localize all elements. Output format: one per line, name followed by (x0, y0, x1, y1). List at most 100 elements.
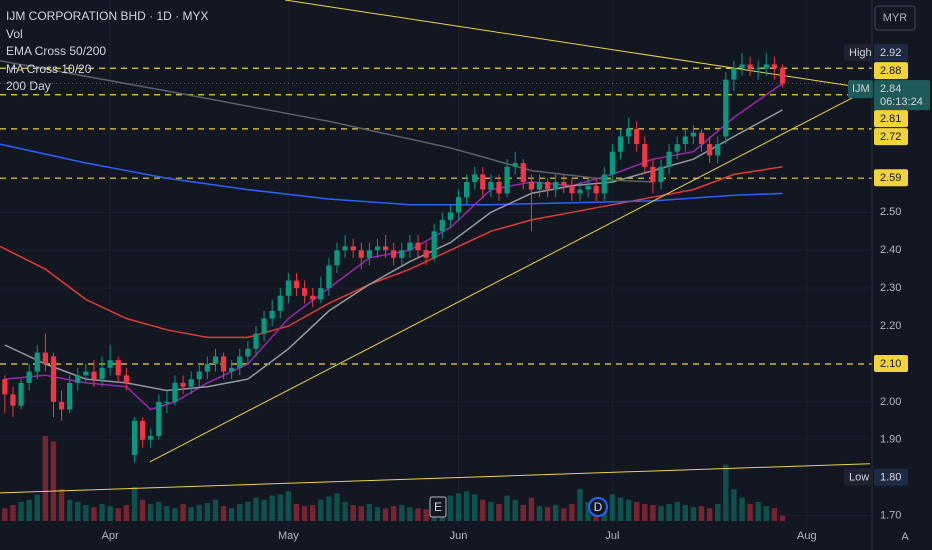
volume-bar (99, 504, 105, 521)
low-name: Low (849, 472, 869, 484)
volume-bar (285, 491, 292, 521)
candle-body (415, 242, 421, 251)
volume-bar (690, 507, 697, 521)
volume-bar (682, 505, 689, 521)
high-value-box (874, 44, 908, 62)
earnings-event[interactable] (429, 496, 447, 518)
candle-body (358, 250, 364, 258)
y-tick-label: 2.40 (880, 244, 901, 256)
volume-bar (115, 508, 121, 521)
candle-body (666, 151, 672, 167)
volume-bar (706, 508, 713, 521)
volume-bar (755, 501, 761, 521)
volume-bar (577, 489, 583, 521)
candle-body (366, 250, 372, 258)
volume-bar (634, 501, 640, 521)
legend-indicator: 200 Day (6, 79, 51, 93)
auto-scale-button[interactable]: A (901, 531, 909, 543)
candle-body (18, 382, 24, 406)
volume-bar (455, 493, 462, 521)
candle-body (731, 68, 737, 80)
candle-body (763, 64, 769, 69)
candle-body (75, 375, 81, 383)
level-label-box (874, 128, 908, 146)
volume-bar (512, 499, 518, 521)
dividend-event-label[interactable]: D (594, 500, 603, 514)
candle-body (577, 189, 583, 194)
currency[interactable]: MYR (883, 12, 908, 24)
volume-bar (58, 489, 65, 521)
dividend-event[interactable] (588, 497, 608, 517)
candle-body (755, 68, 761, 70)
volume-bar (650, 505, 656, 521)
candle-body (204, 363, 210, 372)
volume-bar (326, 496, 332, 521)
volume-bar (407, 507, 413, 521)
volume-bar (131, 487, 138, 521)
candle-body (423, 250, 429, 258)
volume-bar (488, 501, 494, 521)
level-label-box (874, 169, 908, 187)
level-label: 2.10 (880, 358, 901, 370)
level-label: 2.81 (880, 113, 901, 125)
volume-bar (18, 501, 24, 521)
candle-body (480, 174, 486, 190)
x-tick-label: Aug (797, 530, 817, 542)
candle-body (237, 356, 243, 368)
symbol-box (848, 80, 873, 99)
candle-body (180, 382, 186, 387)
candle-body (642, 144, 648, 167)
candle-body (609, 151, 616, 175)
candle-body (301, 288, 308, 296)
volume-bar (544, 507, 551, 521)
low-name-box (844, 468, 873, 486)
candle-body (512, 163, 518, 167)
level-label: 2.72 (880, 131, 901, 143)
volume-bar (480, 499, 486, 521)
candle-body (544, 181, 551, 190)
volume-bar (253, 497, 259, 521)
high-value: 2.92 (880, 47, 901, 59)
countdown: 06:13:24 (880, 96, 923, 108)
level-label: 2.88 (880, 65, 901, 77)
last-price: 2.84 (880, 83, 901, 95)
candle-body (585, 185, 591, 190)
volume-bar (569, 504, 575, 521)
currency-button[interactable] (874, 5, 916, 31)
volume-bar (763, 506, 770, 521)
volume-bar (139, 499, 146, 521)
candle-body (261, 318, 267, 334)
candle-body (342, 246, 348, 251)
candle-body (334, 250, 340, 266)
volume-bar (318, 499, 324, 521)
candle-body (455, 197, 462, 213)
level-label-box (874, 110, 908, 128)
volume-bar (107, 506, 113, 521)
volume-bar (334, 493, 340, 521)
earnings-event-label[interactable]: E (434, 500, 442, 514)
x-tick-label: Apr (102, 530, 119, 542)
candle-body (747, 64, 753, 69)
volume-bar (50, 441, 57, 521)
last-price-box (874, 80, 930, 111)
candle-body (626, 128, 632, 137)
volume-bar (463, 491, 470, 521)
volume-bar (447, 495, 454, 521)
candle-body (690, 132, 697, 137)
symbol: IJM (852, 83, 870, 95)
volume-bar (220, 506, 227, 521)
candle-body (617, 136, 624, 152)
candle-body (407, 242, 413, 251)
candle-body (569, 185, 575, 194)
volume-bar (42, 436, 49, 521)
volume-bar (147, 504, 154, 521)
y-tick-label: 2.30 (880, 282, 901, 294)
volume-bar (358, 506, 364, 521)
volume-bar (496, 504, 502, 521)
volume-bar (520, 505, 526, 521)
legend-indicator: MA Cross 10/20 (6, 62, 92, 76)
candle-body (528, 181, 534, 190)
